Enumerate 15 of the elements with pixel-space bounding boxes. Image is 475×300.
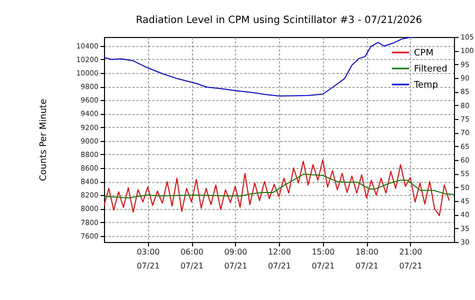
x-tick-label: 15:00 07/21 xyxy=(312,248,335,270)
chart-title: Radiation Level in CPM using Scintillator #3 - 07/21/2026 xyxy=(136,15,422,26)
x-tick-label: 09:00 07/21 xyxy=(224,248,248,270)
x-tick-label: 06:00 07/21 xyxy=(180,248,204,270)
x-tick-label: 12:00 07/21 xyxy=(268,248,292,270)
line-series xyxy=(104,159,450,216)
x-tick-label: 21:00 07/21 xyxy=(399,248,422,270)
line-series xyxy=(104,174,454,198)
legend-label: CPM xyxy=(414,48,434,58)
y-axis-title: Counts Per Minute xyxy=(39,98,50,182)
x-tick-label: 18:00 07/21 xyxy=(355,248,379,270)
legend-label: Temp xyxy=(413,80,438,90)
x-tick-label: 03:00 07/21 xyxy=(136,248,160,270)
line-series xyxy=(104,37,416,97)
legend-label: Filtered xyxy=(414,64,448,74)
